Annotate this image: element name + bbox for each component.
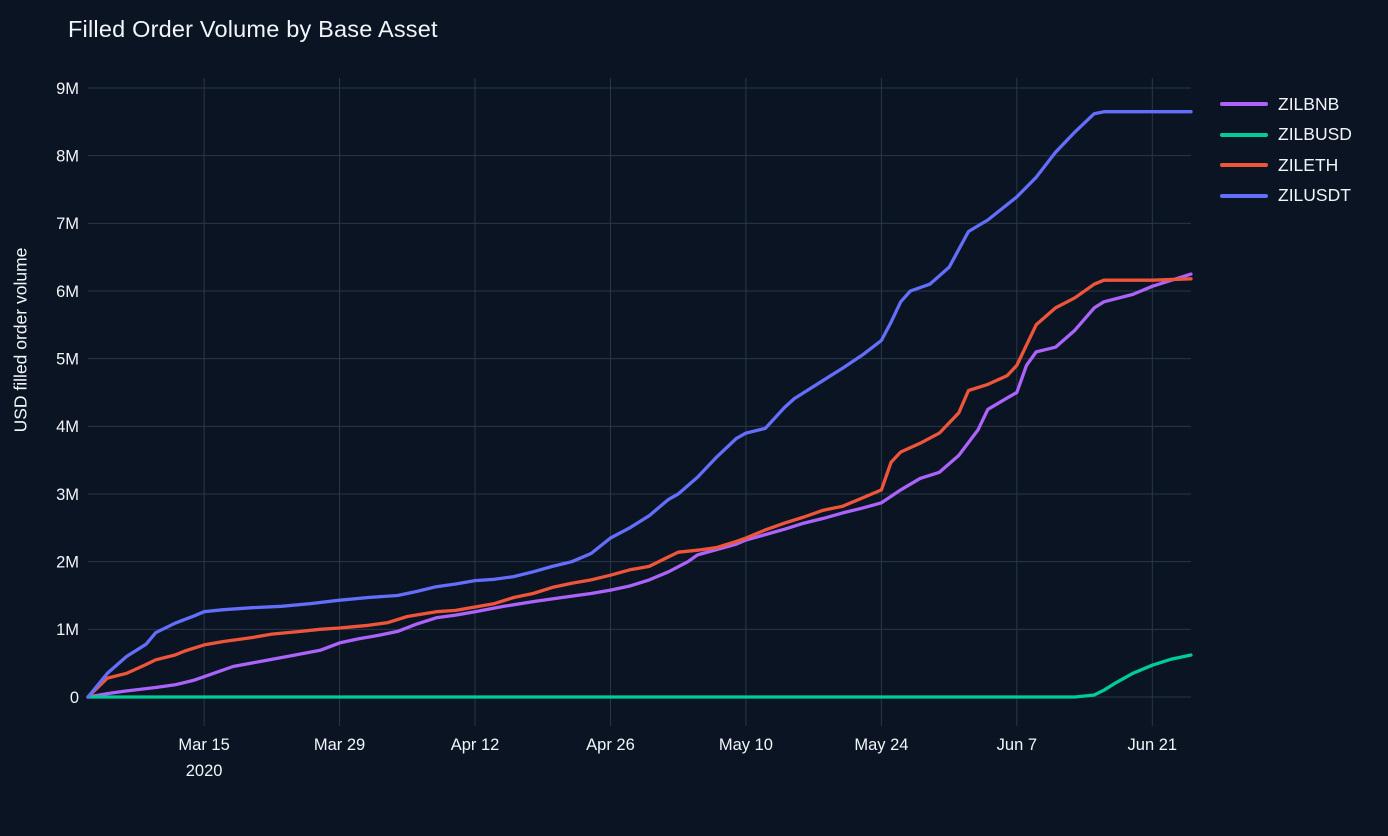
x-tick-label: Apr 26 bbox=[586, 736, 635, 754]
y-tick-label: 6M bbox=[56, 283, 79, 301]
legend-item-ZILBNB[interactable]: ZILBNB bbox=[1220, 89, 1352, 120]
y-tick-label: 9M bbox=[56, 80, 79, 98]
x-tick-year-label: 2020 bbox=[186, 762, 223, 780]
y-tick-label: 1M bbox=[56, 621, 79, 639]
x-tick-label: Mar 29 bbox=[314, 736, 365, 754]
y-tick-label: 7M bbox=[56, 215, 79, 233]
x-tick-label: Apr 12 bbox=[451, 736, 500, 754]
x-tick-label: May 24 bbox=[854, 736, 908, 754]
legend: ZILBNB ZILBUSD ZILETH ZILUSDT bbox=[1220, 89, 1352, 211]
legend-label: ZILBUSD bbox=[1278, 124, 1352, 145]
series-line-ZILBUSD bbox=[86, 653, 1193, 699]
x-tick-label: Jun 21 bbox=[1128, 736, 1178, 754]
chart-title: Filled Order Volume by Base Asset bbox=[68, 16, 438, 42]
y-tick-label: 8M bbox=[56, 147, 79, 165]
legend-item-ZILETH[interactable]: ZILETH bbox=[1220, 150, 1352, 181]
y-tick-label: 2M bbox=[56, 553, 79, 571]
legend-item-ZILBUSD[interactable]: ZILBUSD bbox=[1220, 120, 1352, 151]
legend-swatch-ZILETH bbox=[1220, 163, 1268, 168]
x-tick-label: May 10 bbox=[719, 736, 773, 754]
legend-swatch-ZILBNB bbox=[1220, 102, 1268, 107]
x-tick-label: Jun 7 bbox=[997, 736, 1037, 754]
legend-swatch-ZILUSDT bbox=[1220, 193, 1268, 198]
series-line-ZILBNB bbox=[86, 272, 1193, 699]
y-tick-label: 0 bbox=[70, 689, 79, 707]
legend-label: ZILBNB bbox=[1278, 93, 1340, 114]
y-tick-label: 4M bbox=[56, 418, 79, 436]
y-tick-label: 3M bbox=[56, 486, 79, 504]
y-tick-label: 5M bbox=[56, 350, 79, 368]
legend-label: ZILUSDT bbox=[1278, 185, 1351, 206]
legend-item-ZILUSDT[interactable]: ZILUSDT bbox=[1220, 181, 1352, 212]
x-tick-label: Mar 15 bbox=[178, 736, 229, 754]
series-line-ZILETH bbox=[86, 277, 1193, 699]
legend-swatch-ZILBUSD bbox=[1220, 132, 1268, 137]
series-line-ZILUSDT bbox=[86, 110, 1193, 699]
legend-label: ZILETH bbox=[1278, 154, 1339, 175]
